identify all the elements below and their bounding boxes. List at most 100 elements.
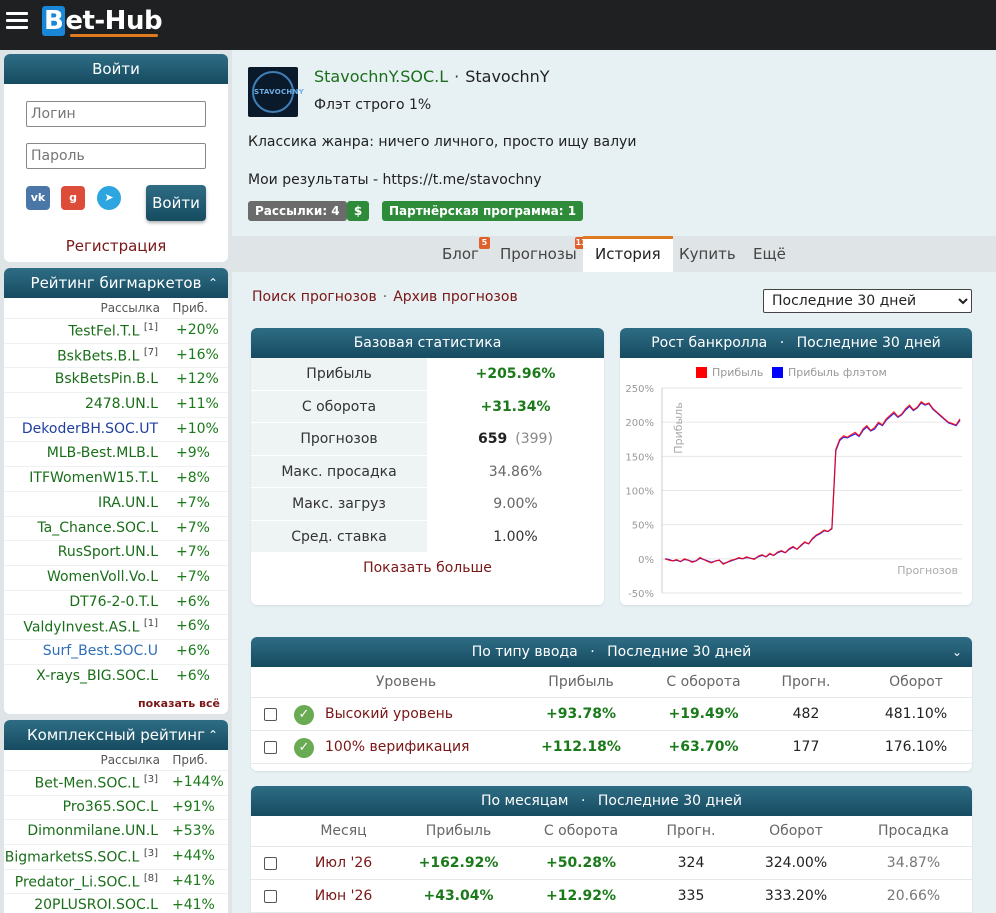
rating-name[interactable]: 2478.UN.L	[85, 396, 158, 412]
rating-row[interactable]: BskBets.B.L [7] +16%	[4, 342, 228, 368]
rating-row[interactable]: RusSport.UN.L +7%	[4, 540, 228, 565]
rating-row[interactable]: TestFel.T.L [1] +20%	[4, 318, 228, 343]
level-link[interactable]: 100% верификация	[325, 739, 470, 755]
tab-more[interactable]: Ещё	[741, 236, 798, 272]
rating-row[interactable]: MLB-Best.MLB.L +9%	[4, 441, 228, 466]
rating-name[interactable]: BigmarketsS.SOC.L [3]	[5, 848, 158, 866]
row-checkbox[interactable]	[264, 708, 277, 721]
rating-name[interactable]: X-rays_BIG.SOC.L	[36, 668, 158, 684]
rating-name[interactable]: DT76-2-0.T.L	[69, 594, 158, 610]
month-link[interactable]: Июл '26	[314, 855, 373, 871]
row-checkbox[interactable]	[264, 857, 277, 870]
rating-row[interactable]: DekoderBH.SOC.UT +10%	[4, 416, 228, 442]
chevron-up-icon[interactable]: ⌃	[207, 728, 218, 742]
rating-name[interactable]: Dimonmilane.UN.L	[27, 823, 158, 839]
period-select[interactable]: Последние 30 дней	[763, 289, 972, 313]
chevron-down-icon[interactable]: ⌄	[951, 645, 962, 659]
password-input[interactable]	[26, 143, 206, 169]
rating-row[interactable]: 20PLUSROI.SOC.L +41%	[4, 893, 228, 913]
profile-tabs: Блог 5 Прогнозы 13 История Купить Ещё	[232, 236, 996, 272]
login-button[interactable]: Войти	[146, 185, 206, 221]
archive-link[interactable]: Архив прогнозов	[393, 289, 518, 305]
partner-badge[interactable]: Партнёрская программа: 1	[382, 201, 584, 221]
col-turnover-profit: С оборота	[666, 674, 741, 690]
table-row: ✓ 100% верификация +112.18% +63.70% 177 176.1…	[251, 731, 972, 764]
rating-name[interactable]: WomenVoll.Vo.L	[47, 569, 158, 585]
rating-name-text: Bet-Men.SOC.L	[34, 775, 140, 792]
rating-row[interactable]: BigmarketsS.SOC.L [3] +44%	[4, 844, 228, 869]
col-mailing: Рассылка	[100, 753, 160, 767]
separator: ·	[779, 335, 785, 351]
rating-name[interactable]: ValdyInvest.AS.L [1]	[23, 618, 158, 636]
show-more-link[interactable]: Показать больше	[363, 560, 492, 576]
tab-history[interactable]: История	[583, 236, 673, 272]
rating-name[interactable]: BskBets.B.L [7]	[57, 347, 158, 365]
rating-row[interactable]: Bet-Men.SOC.L [3] +144%	[4, 770, 228, 795]
logo-text: et-Hub	[65, 6, 163, 36]
rating-name[interactable]: IRA.UN.L	[98, 495, 158, 511]
month-link[interactable]: Июн '26	[314, 888, 373, 904]
tab-blog[interactable]: Блог 5	[430, 236, 491, 272]
profile-name[interactable]: StavochnY.SOC.L	[314, 67, 449, 86]
table-row: Июн '26 +43.04% +12.92% 335 333.20% 20.66%	[251, 880, 972, 913]
rating-row[interactable]: IRA.UN.L +7%	[4, 490, 228, 516]
rating-row[interactable]: DT76-2-0.T.L +6%	[4, 589, 228, 615]
login-input[interactable]	[26, 101, 206, 127]
search-forecasts-link[interactable]: Поиск прогнозов	[252, 289, 377, 305]
rating-row[interactable]: ValdyInvest.AS.L [1] +6%	[4, 614, 228, 639]
rating-name[interactable]: BskBetsPin.B.L	[55, 371, 158, 387]
row-checkbox[interactable]	[264, 890, 277, 903]
dollar-icon[interactable]: $	[347, 201, 369, 221]
turnover-cell: 333.20%	[764, 888, 828, 904]
stat-value: 34.86%	[427, 456, 604, 488]
rating-row[interactable]: X-rays_BIG.SOC.L +6%	[4, 663, 228, 689]
tab-forecasts[interactable]: Прогнозы 13	[488, 236, 589, 272]
profile-alias[interactable]: StavochnY	[465, 67, 550, 86]
rating-row[interactable]: Dimonmilane.UN.L +53%	[4, 819, 228, 844]
rating-name[interactable]: MLB-Best.MLB.L	[47, 445, 158, 461]
col-drawdown: Просадка	[878, 823, 949, 839]
rating-note: [3]	[143, 774, 158, 785]
rating-profit: +7%	[176, 519, 210, 536]
rating-name-text: RusSport.UN.L	[57, 544, 158, 561]
rating-row[interactable]: ITFWomenW15.T.L +8%	[4, 466, 228, 491]
rating-name[interactable]: Ta_Chance.SOC.L	[37, 520, 158, 536]
rating-row[interactable]: Pro365.SOC.L +91%	[4, 794, 228, 820]
level-link[interactable]: Высокий уровень	[325, 706, 454, 722]
rating-name[interactable]: TestFel.T.L [1]	[68, 322, 158, 340]
complex-rating-title[interactable]: Комплексный рейтинг ⌃	[4, 720, 228, 750]
stat-label: Макс. загруз	[251, 488, 427, 520]
rating-name[interactable]: RusSport.UN.L	[58, 544, 158, 560]
rating-row[interactable]: Ta_Chance.SOC.L +7%	[4, 515, 228, 541]
rating-row[interactable]: Surf_Best.SOC.U +6%	[4, 638, 228, 664]
vk-icon[interactable]: vk	[26, 186, 50, 210]
rating-name[interactable]: Pro365.SOC.L	[63, 799, 158, 815]
row-checkbox[interactable]	[264, 741, 277, 754]
mailings-badge[interactable]: Рассылки: 4	[248, 201, 347, 221]
rating-name[interactable]: Predator_Li.SOC.L [8]	[15, 873, 158, 891]
menu-icon[interactable]	[6, 12, 28, 30]
rating-row[interactable]: BskBetsPin.B.L +12%	[4, 367, 228, 392]
stat-label: Прогнозов	[251, 423, 427, 455]
register-link[interactable]: Регистрация	[65, 237, 167, 255]
rating-name[interactable]: 20PLUSROI.SOC.L	[34, 897, 158, 913]
col-count: Прогн.	[781, 674, 831, 690]
rating-row[interactable]: 2478.UN.L +11%	[4, 392, 228, 417]
stat-label: С оборота	[251, 390, 427, 422]
complex-title-text: Комплексный рейтинг	[27, 726, 205, 744]
by-type-title[interactable]: По типу ввода · Последние 30 дней ⌄	[251, 637, 972, 667]
google-icon[interactable]: g	[61, 186, 85, 210]
tab-buy[interactable]: Купить	[667, 236, 748, 272]
chevron-up-icon[interactable]: ⌃	[207, 276, 218, 290]
telegram-icon[interactable]: ➤	[97, 186, 121, 210]
rating-name[interactable]: DekoderBH.SOC.UT	[22, 421, 158, 437]
rating-name[interactable]: ITFWomenW15.T.L	[29, 470, 158, 486]
show-all-link[interactable]: показать всё	[138, 697, 220, 710]
bigmarket-rating-title[interactable]: Рейтинг бигмаркетов ⌃	[4, 268, 228, 298]
rating-row[interactable]: Predator_Li.SOC.L [8] +41%	[4, 868, 228, 894]
profit-cell: +112.18%	[541, 739, 621, 755]
rating-row[interactable]: WomenVoll.Vo.L +7%	[4, 564, 228, 590]
rating-name[interactable]: Surf_Best.SOC.U	[43, 643, 158, 659]
rating-name[interactable]: Bet-Men.SOC.L [3]	[35, 774, 158, 792]
